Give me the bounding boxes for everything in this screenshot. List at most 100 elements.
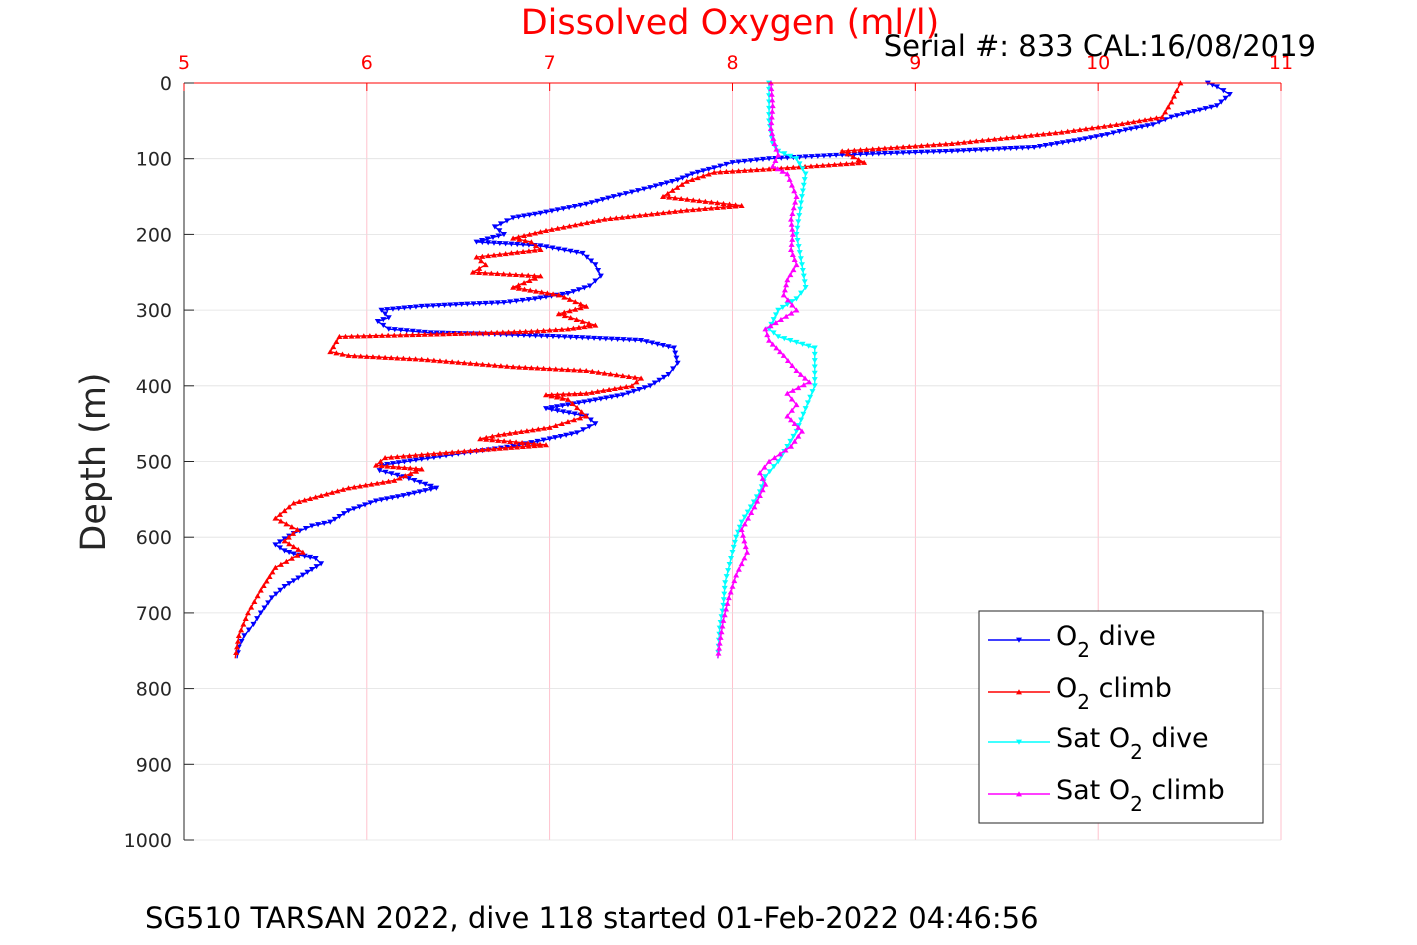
data-point xyxy=(669,179,676,185)
data-point xyxy=(745,515,752,521)
data-point xyxy=(495,432,502,438)
data-point xyxy=(339,351,346,357)
data-point xyxy=(581,399,588,405)
data-point xyxy=(766,458,773,464)
data-point xyxy=(741,555,748,561)
data-point xyxy=(787,337,794,344)
data-point xyxy=(649,340,656,346)
data-point xyxy=(476,269,483,275)
legend-prefix: O xyxy=(1056,621,1077,652)
data-point xyxy=(1082,126,1089,132)
data-point xyxy=(543,442,550,448)
data-point xyxy=(595,217,602,223)
data-point xyxy=(272,564,279,570)
data-point xyxy=(430,450,437,457)
data-point xyxy=(512,429,519,435)
data-point xyxy=(261,605,268,611)
data-point xyxy=(809,389,816,395)
data-point xyxy=(508,241,515,247)
data-point xyxy=(756,470,763,476)
data-point xyxy=(531,441,538,447)
data-point xyxy=(753,166,760,173)
data-point xyxy=(561,309,568,315)
data-point xyxy=(1116,129,1123,135)
data-point xyxy=(789,362,796,369)
data-point xyxy=(804,400,811,406)
data-point xyxy=(351,353,358,359)
data-point xyxy=(793,339,800,345)
data-point xyxy=(257,587,264,593)
data-point xyxy=(900,150,907,156)
data-point xyxy=(759,487,766,493)
data-point xyxy=(505,329,512,335)
data-point xyxy=(808,154,815,160)
data-point xyxy=(678,195,685,202)
data-point xyxy=(721,612,728,618)
data-point xyxy=(276,539,283,545)
data-point xyxy=(406,355,413,362)
data-point xyxy=(614,393,621,399)
data-point xyxy=(811,370,818,376)
data-point xyxy=(768,120,775,126)
data-point xyxy=(851,152,858,158)
data-point xyxy=(520,248,527,255)
data-point xyxy=(1191,108,1198,115)
data-point xyxy=(670,345,677,351)
data-point xyxy=(394,454,401,460)
data-point xyxy=(793,193,800,199)
data-point xyxy=(729,168,736,174)
data-point xyxy=(283,558,290,564)
data-point xyxy=(1144,123,1151,129)
data-point xyxy=(793,367,800,374)
data-point xyxy=(268,595,275,601)
data-point xyxy=(519,443,526,450)
data-point xyxy=(795,384,802,391)
data-point xyxy=(727,589,734,595)
data-point xyxy=(610,194,617,200)
data-point xyxy=(440,331,447,337)
data-point xyxy=(1009,134,1016,140)
data-point xyxy=(797,206,804,212)
data-point xyxy=(596,336,603,342)
data-point xyxy=(251,598,258,604)
data-point xyxy=(918,142,925,149)
data-point xyxy=(784,171,791,177)
data-point xyxy=(411,478,418,484)
data-point xyxy=(756,492,763,498)
data-point xyxy=(515,214,522,220)
data-point xyxy=(722,580,729,586)
data-point xyxy=(1031,144,1038,151)
data-point xyxy=(623,384,630,390)
data-point xyxy=(616,192,623,198)
y-tick-label: 100 xyxy=(136,149,172,171)
data-point xyxy=(378,497,385,503)
data-point xyxy=(1054,141,1061,147)
y-tick-label: 300 xyxy=(136,300,172,322)
data-point xyxy=(269,569,276,575)
data-point xyxy=(265,600,272,606)
data-point xyxy=(515,285,522,291)
data-point xyxy=(769,341,776,347)
data-point xyxy=(784,413,791,419)
data-point xyxy=(418,356,425,362)
data-point xyxy=(789,251,796,257)
data-point xyxy=(647,185,654,191)
data-point xyxy=(942,148,949,155)
data-point xyxy=(569,400,576,406)
data-point xyxy=(777,451,784,457)
data-point xyxy=(266,573,273,579)
data-point xyxy=(534,365,541,371)
data-point xyxy=(724,600,731,606)
data-point xyxy=(506,271,513,277)
data-point xyxy=(334,488,341,494)
data-point xyxy=(1070,127,1077,133)
data-point xyxy=(240,621,247,627)
data-point xyxy=(794,225,801,231)
data-point xyxy=(762,474,769,480)
legend-prefix: Sat O xyxy=(1056,723,1130,754)
data-point xyxy=(673,355,680,361)
data-point xyxy=(489,235,496,241)
y-tick-label: 900 xyxy=(136,754,172,776)
data-point xyxy=(961,139,968,145)
data-point xyxy=(770,135,777,141)
